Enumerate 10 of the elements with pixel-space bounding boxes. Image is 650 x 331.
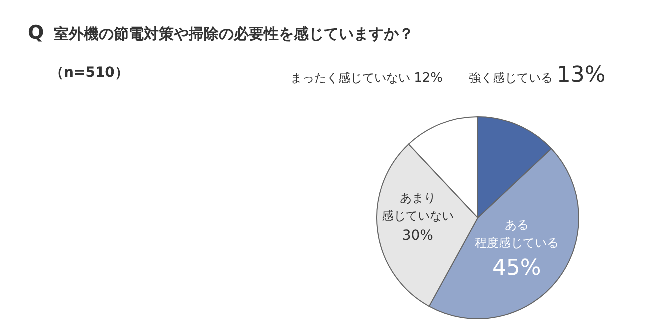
slice-label: まったく感じていない (290, 71, 414, 85)
chart-title: Q 室外機の節電対策や掃除の必要性を感じていますか？ (28, 22, 414, 44)
slice-label: 強く感じている (469, 71, 557, 85)
data-label: 13% (556, 63, 606, 88)
slice-label: あまり感じていない (382, 190, 454, 223)
data-label: 30% (402, 228, 434, 244)
slice-label: ある程度感じている (474, 218, 559, 250)
data-label: 45% (492, 256, 542, 282)
text: （n=510） (50, 64, 129, 82)
data-label: 12% (414, 71, 443, 86)
